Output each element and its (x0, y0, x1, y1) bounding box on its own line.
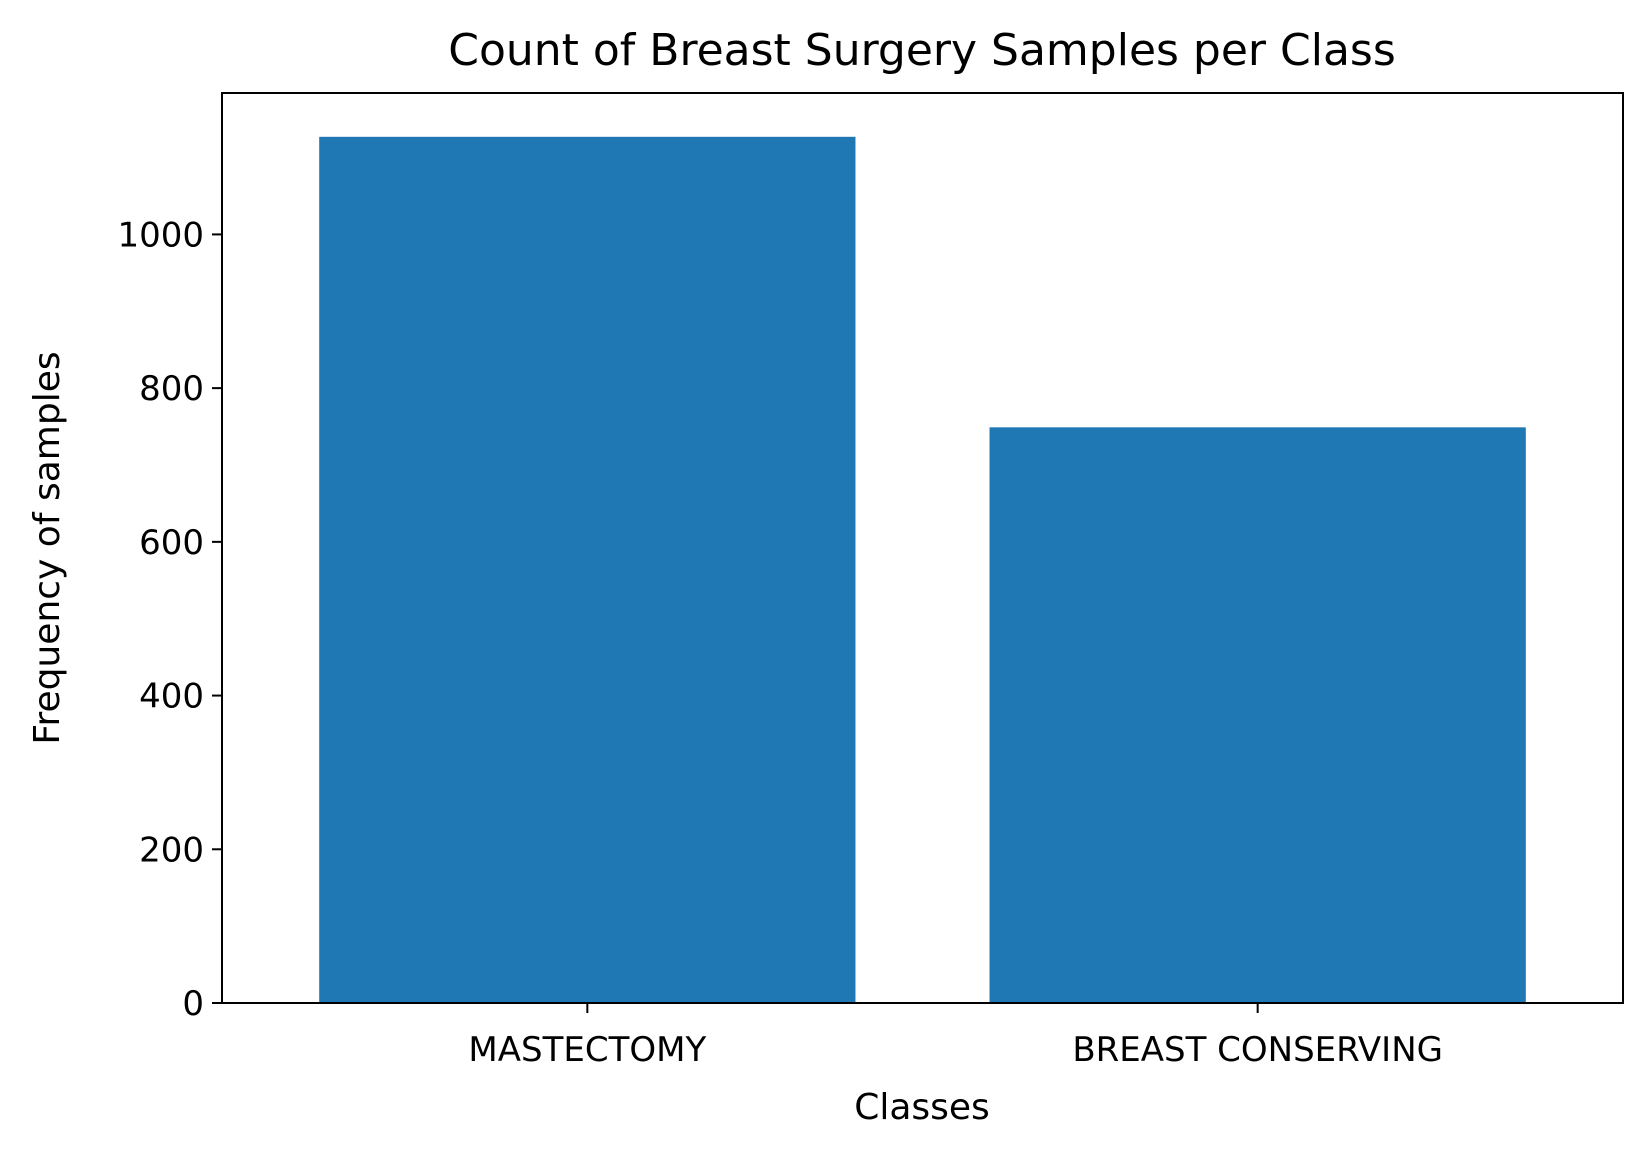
y-tick-label: 800 (139, 369, 204, 409)
bar-breast-conserving (989, 427, 1526, 1003)
y-tick-label: 400 (139, 677, 204, 717)
chart-title: Count of Breast Surgery Samples per Clas… (448, 25, 1396, 76)
y-tick-label: 1000 (117, 215, 204, 255)
plot-area (319, 136, 1526, 1003)
y-axis: 0 200 400 600 800 1000 (117, 215, 222, 1024)
y-tick-label: 600 (139, 523, 204, 563)
y-tick-label: 200 (139, 830, 204, 870)
bar-mastectomy (319, 136, 856, 1003)
x-axis-label: Classes (854, 1087, 990, 1128)
x-axis: MASTECTOMY BREAST CONSERVING (468, 1003, 1443, 1070)
x-tick-label: MASTECTOMY (468, 1030, 706, 1070)
y-axis-label: Frequency of samples (27, 351, 68, 744)
x-tick-label: BREAST CONSERVING (1072, 1030, 1443, 1070)
y-tick-label: 0 (182, 984, 204, 1024)
plot-frame (221, 92, 1624, 1004)
